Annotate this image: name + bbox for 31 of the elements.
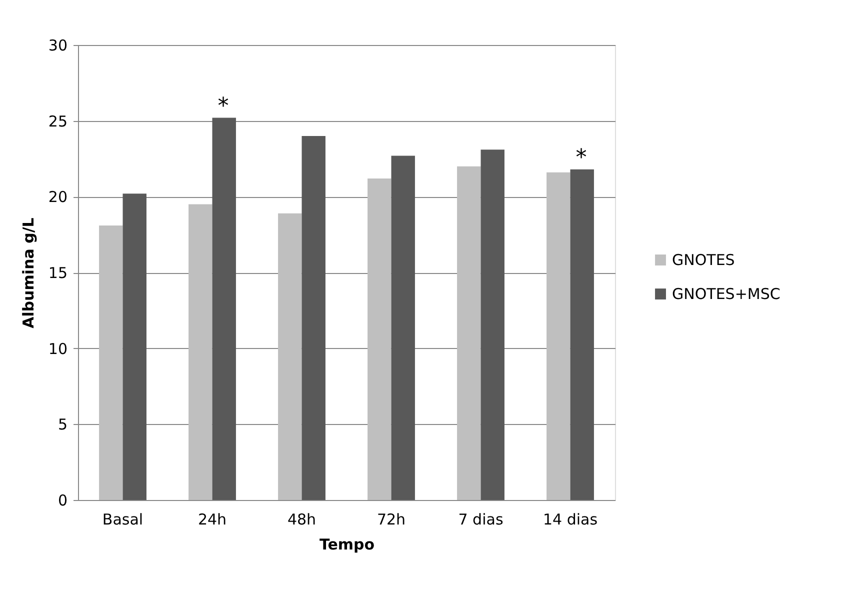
x-tick-label: 14 dias bbox=[542, 510, 598, 528]
y-tick-label: 10 bbox=[48, 340, 68, 358]
bar bbox=[302, 136, 326, 500]
bar bbox=[99, 225, 123, 500]
x-tick-label: 72h bbox=[376, 510, 406, 528]
x-tick-label: Basal bbox=[102, 510, 144, 528]
y-tick-label: 30 bbox=[48, 36, 68, 54]
y-tick-label: 15 bbox=[48, 264, 68, 282]
y-tick-label: 5 bbox=[58, 416, 68, 434]
bar bbox=[278, 213, 302, 500]
annotation: * bbox=[576, 145, 587, 170]
bar bbox=[570, 169, 594, 500]
bar bbox=[212, 118, 236, 500]
y-tick-label: 0 bbox=[58, 492, 68, 510]
legend-label: GNOTES+MSC bbox=[672, 285, 780, 303]
bar bbox=[122, 194, 146, 500]
x-tick-label: 24h bbox=[198, 510, 227, 528]
y-axis-title: Albumina g/L bbox=[19, 217, 38, 328]
x-axis-title: Tempo bbox=[319, 536, 375, 554]
annotation: * bbox=[218, 94, 229, 119]
y-tick-label: 20 bbox=[48, 188, 68, 206]
bar bbox=[546, 172, 570, 500]
bar bbox=[368, 178, 392, 500]
x-tick-label: 7 dias bbox=[458, 510, 504, 528]
y-tick-label: 25 bbox=[48, 112, 68, 130]
legend-label: GNOTES bbox=[672, 251, 735, 269]
bar bbox=[480, 150, 504, 500]
bar bbox=[391, 156, 415, 500]
bar bbox=[188, 204, 212, 500]
x-tick-label: 48h bbox=[287, 510, 316, 528]
bar bbox=[457, 166, 481, 500]
